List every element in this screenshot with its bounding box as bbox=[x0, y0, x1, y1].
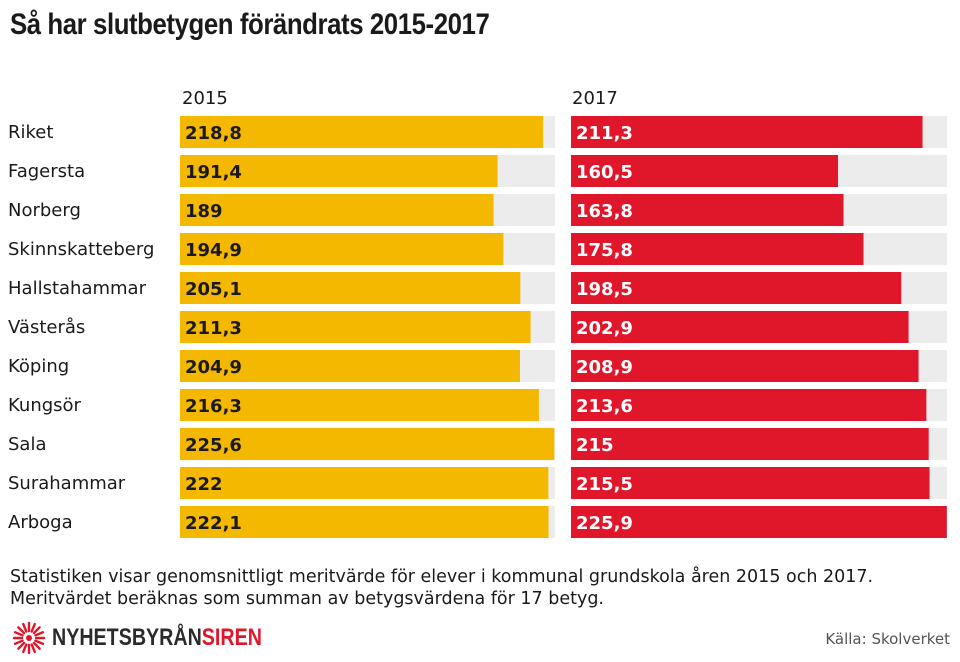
data-label: 222 bbox=[185, 474, 223, 495]
bar-2017 bbox=[571, 194, 844, 226]
note-line-1: Statistiken visar genomsnittligt meritvä… bbox=[10, 567, 874, 587]
bar-2017 bbox=[571, 467, 930, 499]
data-label: 205,1 bbox=[185, 279, 242, 300]
bar-2017 bbox=[571, 155, 839, 187]
category-label: Surahammar bbox=[8, 473, 126, 494]
bar-2017 bbox=[571, 428, 929, 460]
bar-2017 bbox=[571, 506, 947, 538]
data-label: 222,1 bbox=[185, 513, 242, 534]
bar-2015 bbox=[180, 350, 520, 382]
category-label: Västerås bbox=[8, 317, 85, 338]
data-label: 208,9 bbox=[576, 357, 633, 378]
data-label: 202,9 bbox=[576, 318, 633, 339]
data-label: 215,5 bbox=[576, 474, 633, 495]
series-header-2017: 2017 bbox=[572, 88, 618, 109]
data-label: 218,8 bbox=[185, 123, 242, 144]
logo-text-part2: SIREN bbox=[201, 624, 262, 651]
category-label: Kungsör bbox=[8, 395, 82, 416]
data-label: 225,6 bbox=[185, 435, 242, 456]
bar-2017 bbox=[571, 233, 864, 265]
data-label: 198,5 bbox=[576, 279, 633, 300]
logo: NYHETSBYRÅNSIREN bbox=[12, 621, 308, 655]
category-label: Köping bbox=[8, 356, 69, 377]
bar-2015 bbox=[180, 194, 494, 226]
bar-2015 bbox=[180, 428, 555, 460]
data-label: 211,3 bbox=[185, 318, 242, 339]
bar-2015 bbox=[180, 116, 544, 148]
note-line-2: Meritvärdet beräknas som summan av betyg… bbox=[10, 589, 604, 609]
chart-title: Så har slutbetygen förändrats 2015-2017 bbox=[10, 8, 490, 41]
bar-2015 bbox=[180, 389, 539, 421]
bar-2015 bbox=[180, 506, 549, 538]
data-label: 204,9 bbox=[185, 357, 242, 378]
source-credit: Källa: Skolverket bbox=[825, 630, 950, 648]
siren-burst-icon bbox=[12, 621, 46, 655]
data-label: 160,5 bbox=[576, 162, 633, 183]
data-label: 216,3 bbox=[185, 396, 242, 417]
category-label: Arboga bbox=[8, 512, 73, 533]
data-label: 213,6 bbox=[576, 396, 633, 417]
logo-text: NYHETSBYRÅNSIREN bbox=[52, 624, 262, 652]
bar-2017 bbox=[571, 350, 919, 382]
series-header-2015: 2015 bbox=[182, 88, 228, 109]
category-label: Skinnskatteberg bbox=[8, 239, 154, 260]
data-label: 175,8 bbox=[576, 240, 633, 261]
category-label: Hallstahammar bbox=[8, 278, 147, 299]
data-label: 191,4 bbox=[185, 162, 242, 183]
data-label: 163,8 bbox=[576, 201, 633, 222]
bar-2017 bbox=[571, 272, 902, 304]
data-label: 215 bbox=[576, 435, 614, 456]
bar-2017 bbox=[571, 116, 923, 148]
data-label: 211,3 bbox=[576, 123, 633, 144]
bar-2017 bbox=[571, 389, 927, 421]
bar-2015 bbox=[180, 311, 531, 343]
bar-chart: Riket 218,8 211,3 Fagersta 191,4 160,5 Norberg… bbox=[8, 116, 947, 538]
data-label: 189 bbox=[185, 201, 223, 222]
bar-2015 bbox=[180, 467, 549, 499]
category-label: Sala bbox=[8, 434, 47, 455]
chart-note: Statistiken visar genomsnittligt meritvä… bbox=[10, 566, 955, 610]
logo-text-part1: NYHETSBYRÅN bbox=[52, 624, 202, 651]
bar-2017 bbox=[571, 311, 909, 343]
category-label: Fagersta bbox=[8, 161, 85, 182]
category-label: Riket bbox=[8, 122, 53, 143]
bar-2015 bbox=[180, 233, 504, 265]
bar-2015 bbox=[180, 155, 498, 187]
data-label: 225,9 bbox=[576, 513, 633, 534]
category-label: Norberg bbox=[8, 200, 81, 221]
bar-2015 bbox=[180, 272, 521, 304]
data-label: 194,9 bbox=[185, 240, 242, 261]
